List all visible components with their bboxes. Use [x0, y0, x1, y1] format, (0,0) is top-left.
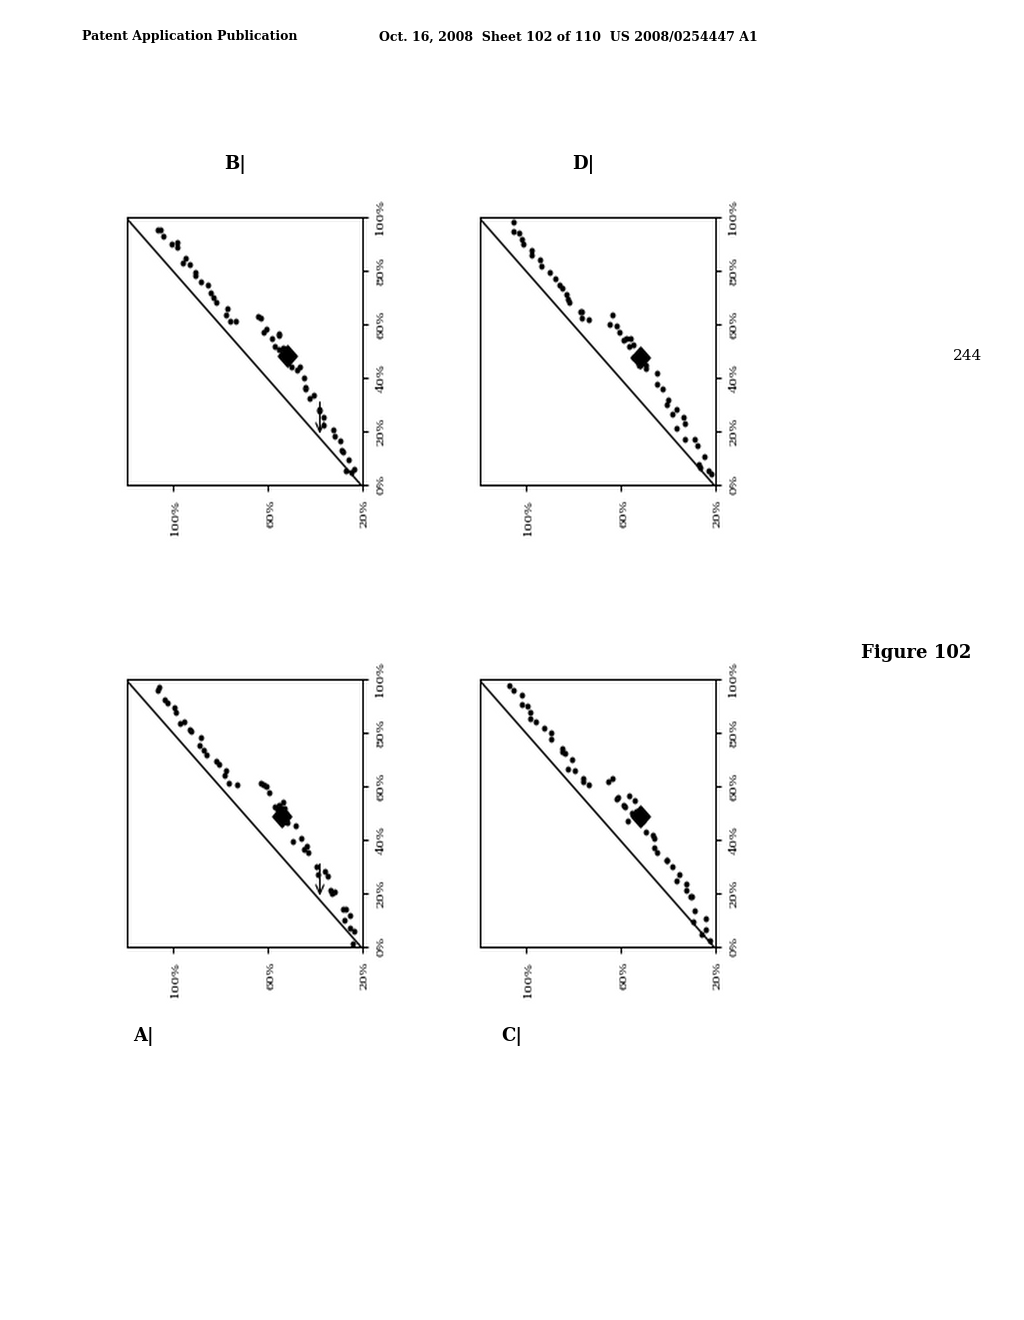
- Text: Oct. 16, 2008  Sheet 102 of 110  US 2008/0254447 A1: Oct. 16, 2008 Sheet 102 of 110 US 2008/0…: [379, 30, 758, 44]
- Text: Figure 102: Figure 102: [861, 644, 972, 663]
- Text: Patent Application Publication: Patent Application Publication: [82, 30, 297, 44]
- Text: D|: D|: [572, 156, 595, 174]
- Text: 244: 244: [953, 350, 982, 363]
- Text: B|: B|: [224, 156, 247, 174]
- Text: C|: C|: [502, 1027, 522, 1045]
- Text: A|: A|: [133, 1027, 154, 1045]
